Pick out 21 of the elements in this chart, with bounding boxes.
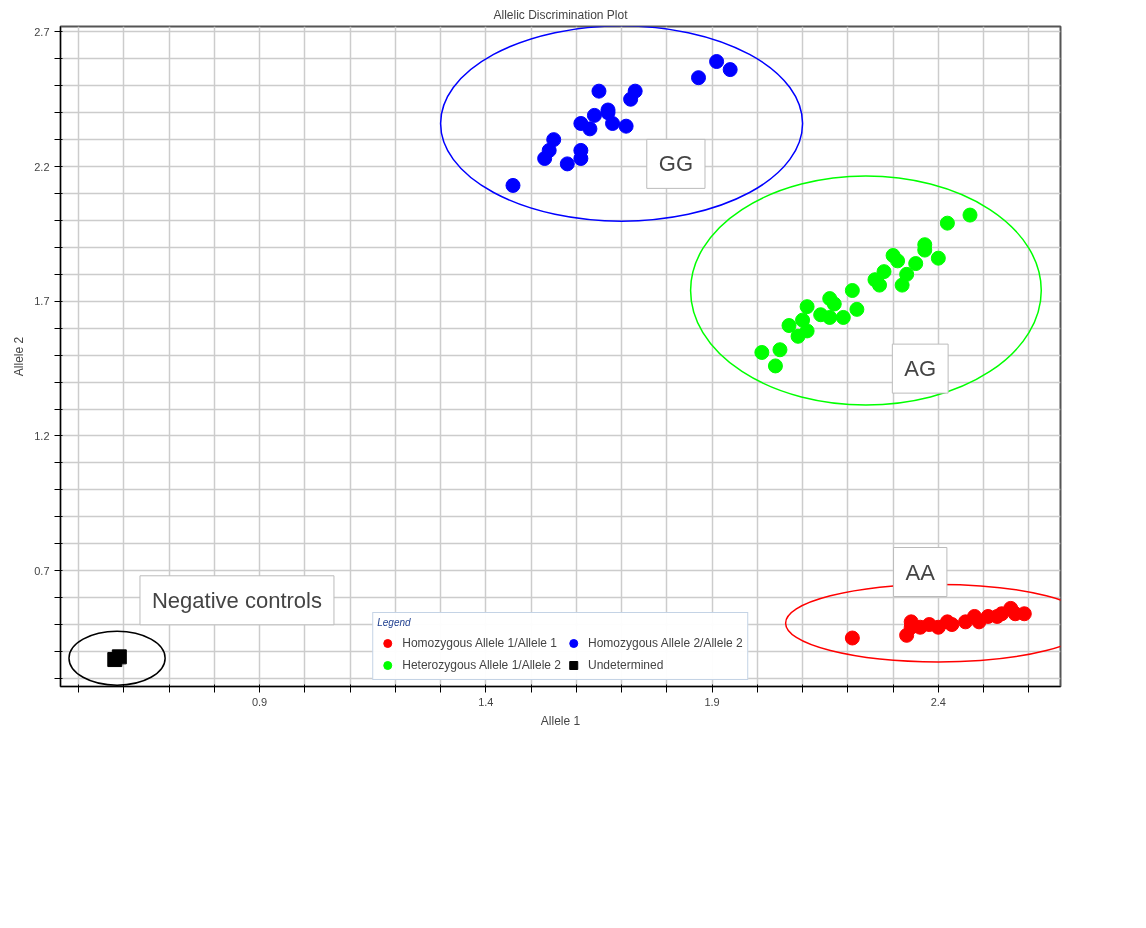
legend-label: Homozygous Allele 2/Allele 2 xyxy=(588,636,743,650)
x-axis-title: Allele 1 xyxy=(540,713,581,728)
annotation: GG xyxy=(658,151,694,177)
chart-title: Allelic Discrimination Plot xyxy=(493,7,629,22)
legend-label: Homozygous Allele 1/Allele 1 xyxy=(402,636,557,650)
legend-title: Legend xyxy=(377,617,412,628)
legend-label: Undetermined xyxy=(588,658,664,672)
y-axis-title: Allele 2 xyxy=(12,336,27,377)
y-tick-label: 2.2 xyxy=(34,160,50,173)
y-tick-label: 1.2 xyxy=(34,429,50,442)
y-tick-label: 0.7 xyxy=(34,564,50,577)
annotation: Negative controls xyxy=(151,587,322,613)
y-tick-label: 2.7 xyxy=(34,25,50,38)
x-tick-label: 0.9 xyxy=(251,695,268,708)
x-tick-label: 1.4 xyxy=(478,695,494,708)
x-tick-label: 1.9 xyxy=(704,695,720,708)
annotation: AG xyxy=(904,356,937,382)
y-tick-label: 1.7 xyxy=(34,295,50,308)
x-tick-label: 2.4 xyxy=(930,695,946,708)
legend-label: Heterozygous Allele 1/Allele 2 xyxy=(402,658,561,672)
annotation: AA xyxy=(905,559,936,585)
